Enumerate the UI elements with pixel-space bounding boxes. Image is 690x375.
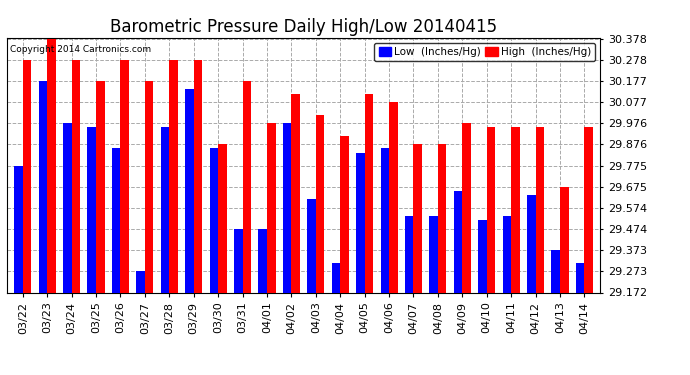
Bar: [23, 60, 31, 292]
Title: Barometric Pressure Daily High/Low 20140415: Barometric Pressure Daily High/Low 20140…: [110, 18, 497, 36]
Bar: [283, 123, 291, 292]
Bar: [462, 123, 471, 292]
Bar: [307, 200, 316, 292]
Bar: [364, 93, 373, 292]
Bar: [511, 128, 520, 292]
Bar: [161, 128, 169, 292]
Text: Copyright 2014 Cartronics.com: Copyright 2014 Cartronics.com: [10, 45, 151, 54]
Bar: [332, 263, 340, 292]
Bar: [169, 60, 178, 292]
Bar: [527, 195, 535, 292]
Bar: [112, 148, 121, 292]
Bar: [185, 89, 194, 292]
Bar: [218, 144, 227, 292]
Bar: [454, 191, 462, 292]
Bar: [486, 128, 495, 292]
Bar: [389, 102, 397, 292]
Bar: [72, 60, 80, 292]
Bar: [267, 123, 275, 292]
Bar: [243, 81, 251, 292]
Bar: [259, 229, 267, 292]
Bar: [316, 115, 324, 292]
Bar: [14, 165, 23, 292]
Bar: [560, 187, 569, 292]
Bar: [63, 123, 72, 292]
Bar: [429, 216, 438, 292]
Bar: [210, 148, 218, 292]
Bar: [413, 144, 422, 292]
Bar: [39, 81, 47, 292]
Bar: [96, 81, 105, 292]
Bar: [47, 39, 56, 292]
Bar: [535, 128, 544, 292]
Bar: [137, 271, 145, 292]
Bar: [340, 136, 348, 292]
Bar: [551, 250, 560, 292]
Bar: [502, 216, 511, 292]
Bar: [88, 128, 96, 292]
Bar: [356, 153, 364, 292]
Bar: [584, 128, 593, 292]
Bar: [438, 144, 446, 292]
Bar: [145, 81, 153, 292]
Bar: [121, 60, 129, 292]
Bar: [405, 216, 413, 292]
Bar: [194, 60, 202, 292]
Bar: [576, 263, 584, 292]
Bar: [478, 220, 486, 292]
Bar: [234, 229, 243, 292]
Legend: Low  (Inches/Hg), High  (Inches/Hg): Low (Inches/Hg), High (Inches/Hg): [375, 43, 595, 61]
Bar: [291, 93, 300, 292]
Bar: [380, 148, 389, 292]
